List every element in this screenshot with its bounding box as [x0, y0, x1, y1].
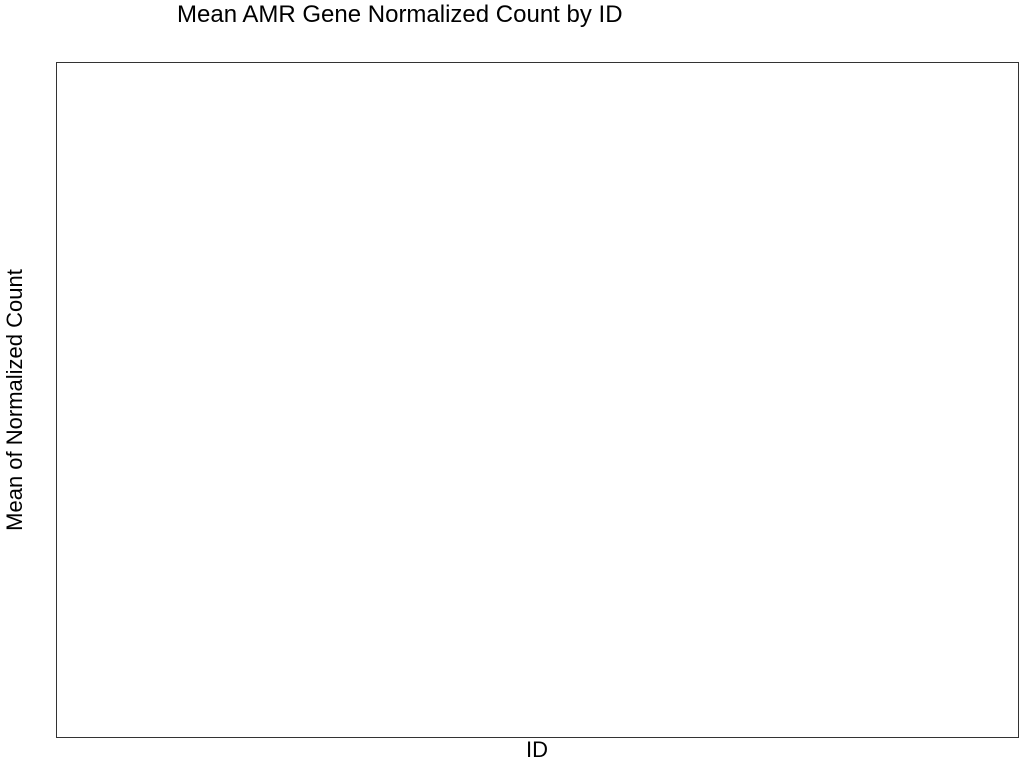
- y-axis-label: Mean of Normalized Count: [2, 269, 27, 531]
- chart-title: Mean AMR Gene Normalized Count by ID: [177, 1, 623, 28]
- plot-area: [57, 63, 1018, 737]
- plot-panel: [56, 62, 1019, 738]
- x-axis-label: ID: [526, 737, 548, 762]
